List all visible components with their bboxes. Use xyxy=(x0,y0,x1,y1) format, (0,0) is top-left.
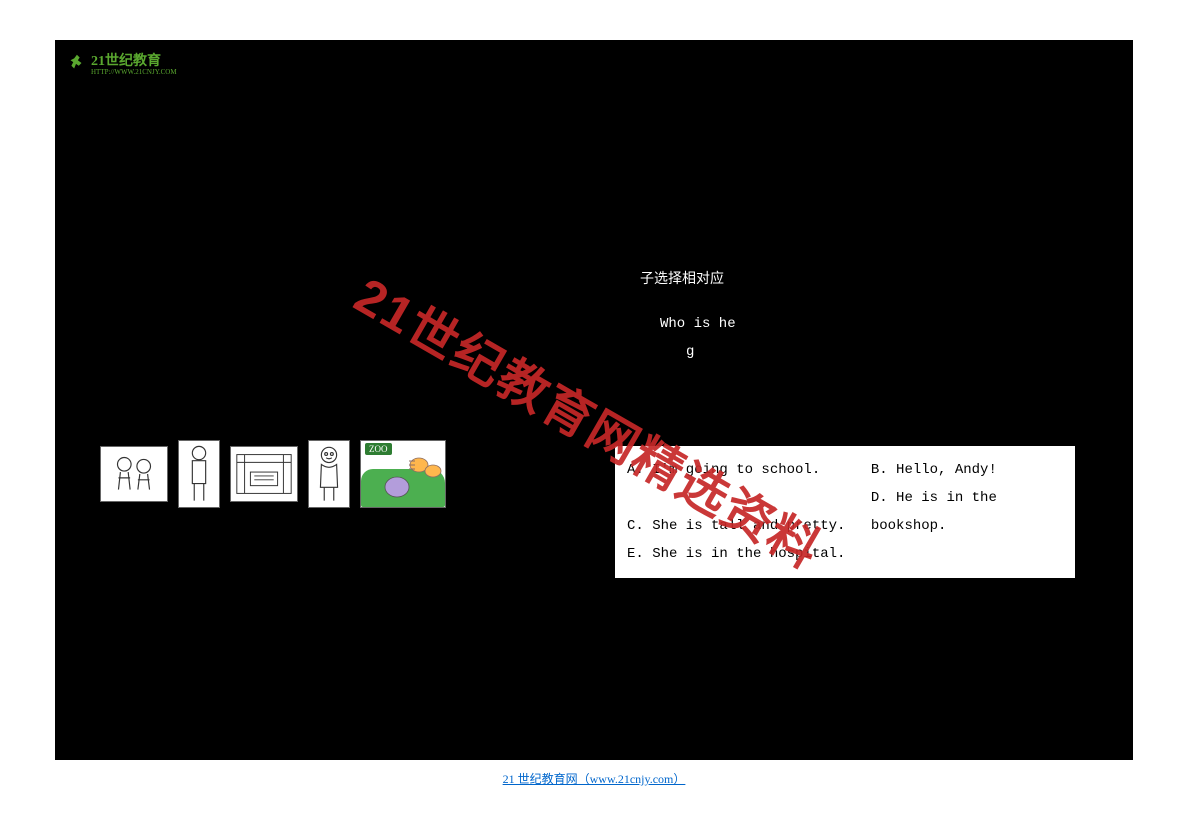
site-logo: 21世纪教育 HTTP://WWW.21CNJY.COM xyxy=(65,50,177,76)
fragment-text-3: g xyxy=(686,344,694,360)
option-d: D. He is in the bookshop. xyxy=(871,484,1063,540)
thumbnail-5-zoo: ZOO xyxy=(360,440,446,508)
thumbnail-2 xyxy=(178,440,220,508)
logo-title: 21世纪教育 xyxy=(91,50,177,70)
thumbnail-1 xyxy=(100,446,168,502)
logo-subtitle: HTTP://WWW.21CNJY.COM xyxy=(91,68,177,76)
thumbnail-row: ZOO xyxy=(100,440,446,508)
footer-source-link[interactable]: 21 世纪教育网（www.21cnjy.com） xyxy=(503,770,686,787)
option-e: E. She is in the hospital. xyxy=(627,540,845,568)
zoo-animals-icon xyxy=(361,441,447,509)
thumb1-sketch-icon xyxy=(101,446,167,502)
thumbnail-3 xyxy=(230,446,298,502)
page-background xyxy=(55,40,1133,760)
logo-text-wrap: 21世纪教育 HTTP://WWW.21CNJY.COM xyxy=(91,50,177,76)
thumbnail-4 xyxy=(308,440,350,508)
logo-runner-icon xyxy=(65,52,87,74)
thumb4-sketch-icon xyxy=(309,440,349,508)
option-a: A. I'm going to school. xyxy=(627,456,862,484)
fragment-text-2: Who is he xyxy=(660,316,736,332)
fragment-text-1: 子选择相对应 xyxy=(640,268,724,288)
thumb2-sketch-icon xyxy=(179,440,219,508)
thumb3-sketch-icon xyxy=(231,446,297,502)
option-c: C. She is tall and pretty. xyxy=(627,512,862,540)
option-b: B. Hello, Andy! xyxy=(871,456,1063,484)
answer-options-box: A. I'm going to school. B. Hello, Andy! … xyxy=(615,446,1075,578)
